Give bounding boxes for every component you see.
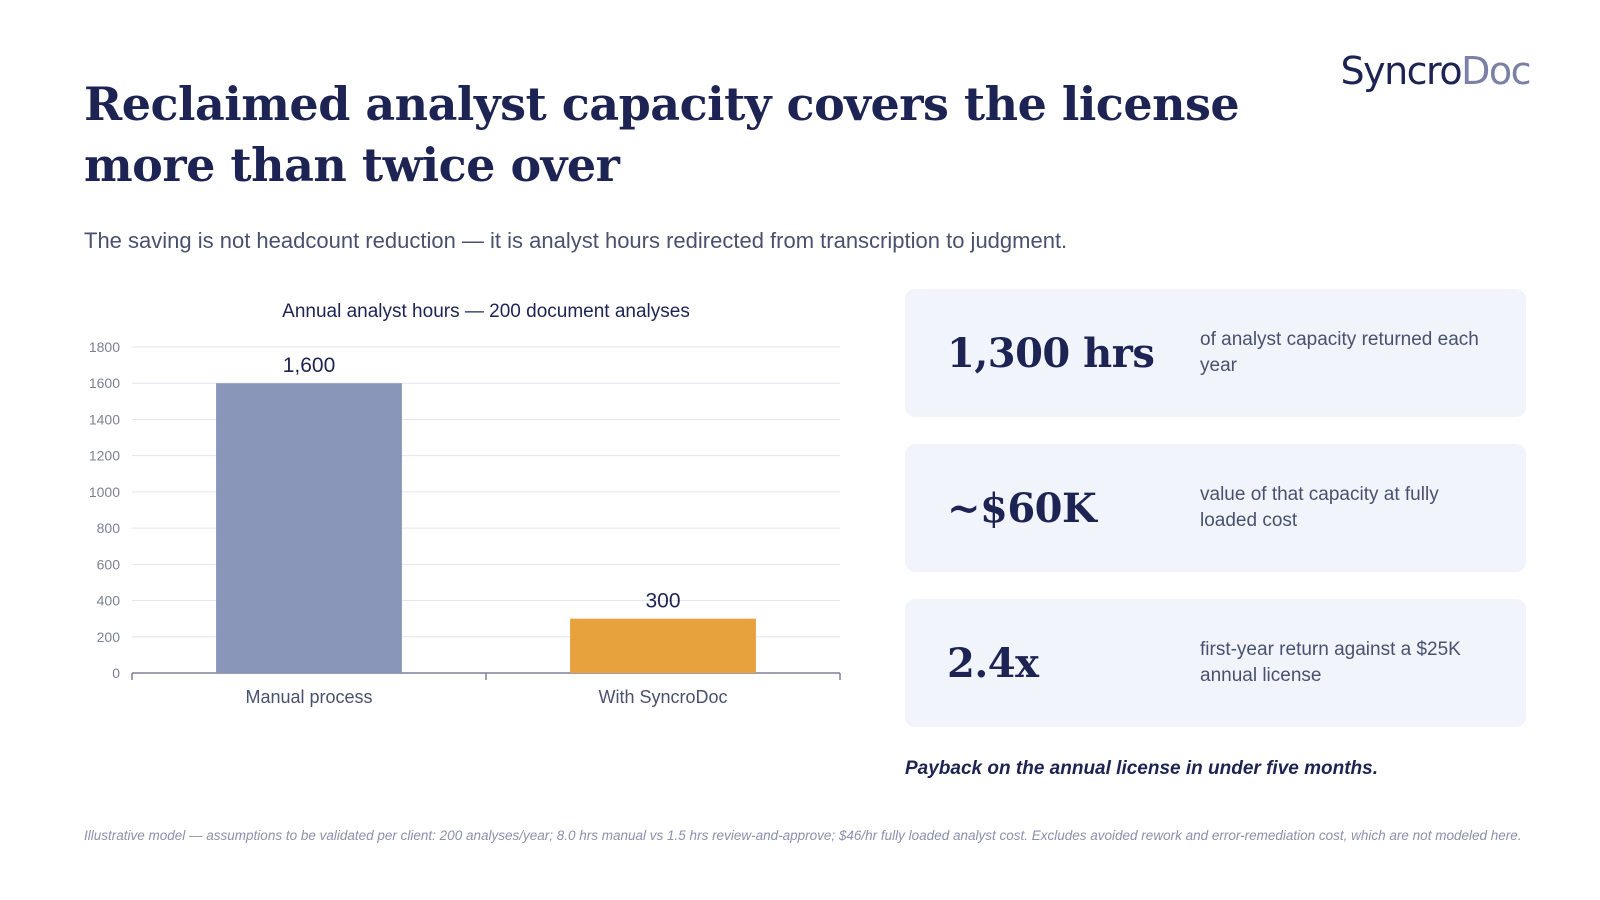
payback-statement: Payback on the annual license in under f… [905,758,1379,779]
kpi-description: of analyst capacity returned each year [1200,329,1479,376]
y-tick-label: 400 [97,593,121,609]
brand-logo: SyncroDoc [1300,49,1531,93]
brand-logo-part2: Doc [1461,49,1531,93]
kpi-card-value: ~$60K value of that capacity at fully lo… [905,444,1526,572]
y-tick-label: 600 [97,556,121,572]
kpi-value: ~$60K [947,484,1097,532]
page-subtitle: The saving is not headcount reduction — … [84,228,1068,253]
chart-title: Annual analyst hours — 200 document anal… [282,301,690,322]
x-tick-label: Manual process [245,687,372,707]
y-tick-label: 1600 [89,375,120,391]
y-tick-label: 1200 [89,448,120,464]
kpi-cards: 1,300 hrs of analyst capacity returned e… [905,289,1526,754]
bar [570,618,756,673]
page-title: Reclaimed analyst capacity covers the li… [84,77,1240,192]
bar-data-label: 1,600 [283,354,336,377]
brand-logo-part1: Syncro [1340,49,1462,93]
hours-bar-chart-svg: Annual analyst hours — 200 document anal… [89,301,841,707]
bar [216,383,402,673]
y-tick-label: 1400 [89,411,120,427]
y-tick-label: 0 [112,665,120,681]
hours-bar-chart: Annual analyst hours — 200 document anal… [70,295,860,735]
kpi-card-return: 2.4x first-year return against a $25K an… [905,599,1526,727]
kpi-value: 1,300 hrs [947,329,1155,377]
kpi-card-capacity: 1,300 hrs of analyst capacity returned e… [905,289,1526,417]
y-tick-label: 1800 [89,339,120,355]
y-tick-label: 1000 [89,484,120,500]
x-tick-label: With SyncroDoc [598,687,727,707]
bar-data-label: 300 [645,590,680,613]
y-tick-label: 800 [97,520,121,536]
kpi-description: value of that capacity at fully loaded c… [1200,484,1439,531]
kpi-value: 2.4x [947,639,1039,687]
kpi-description: first-year return against a $25K annual … [1200,639,1461,686]
footnote: Illustrative model — assumptions to be v… [84,828,1522,843]
y-tick-label: 200 [97,629,121,645]
